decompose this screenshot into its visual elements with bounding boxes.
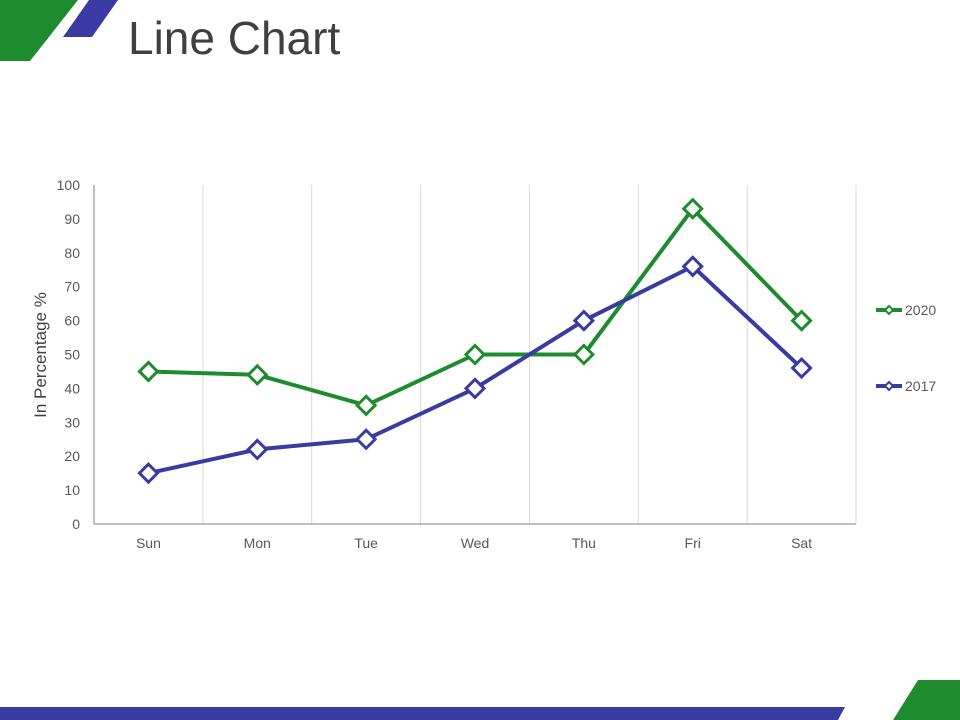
top-left-blue-stripe [63,0,118,37]
series-line [148,264,803,476]
y-tick-label: 50 [64,347,80,363]
y-tick-label: 100 [57,177,81,193]
legend-label: 2020 [905,302,936,318]
series-2017 [137,255,813,485]
y-axis-label: In Percentage % [31,292,50,418]
y-tick-label: 30 [64,414,80,430]
legend-marker [883,304,895,316]
data-point-marker [355,428,378,451]
y-tick-label: 60 [64,313,80,329]
legend: 2020 2017 [876,302,936,394]
series-2020 [137,197,813,417]
series-layer [137,197,813,485]
data-point-marker [681,255,704,278]
legend-item: 2017 [876,378,936,394]
y-tick-label: 70 [64,279,80,295]
x-tick-label: Mon [244,535,271,551]
x-tick-label: Fri [685,535,701,551]
bottom-blue-band [0,707,845,720]
y-tick-label: 40 [64,380,80,396]
legend-item: 2020 [876,302,936,318]
y-tick-label: 10 [64,482,80,498]
data-point-marker [463,377,487,400]
data-point-marker [572,343,595,366]
bottom-right-green-stripe [893,680,960,720]
y-tick-label: 80 [64,245,80,261]
grid-layer [202,185,857,524]
legend-label: 2017 [905,378,936,394]
data-point-marker [463,343,487,366]
y-tick-label: 20 [64,448,80,464]
data-point-marker [137,360,160,383]
x-tick-label: Wed [461,535,490,551]
data-point-marker [790,356,813,380]
series-line [148,206,804,408]
x-tick-label: Sat [791,535,812,551]
data-point-marker [246,438,269,461]
legend-marker [883,380,895,392]
data-point-marker [355,394,378,417]
slide-title: Line Chart [128,12,341,64]
x-tick-label: Tue [354,535,378,551]
x-tick-labels: Sun Mon Tue Wed Thu Fri Sat [136,535,812,551]
y-tick-label: 90 [64,211,80,227]
data-point-marker [790,309,813,332]
axis-layer [93,185,856,525]
y-tick-label: 0 [72,516,80,532]
x-tick-label: Thu [572,535,596,551]
data-point-marker [137,462,160,485]
y-tick-labels: 0 10 20 30 40 50 60 70 80 90 100 [57,177,81,532]
data-point-marker [572,309,595,332]
data-point-marker [246,363,269,386]
x-tick-label: Sun [136,535,161,551]
top-left-green-stripe [0,0,78,61]
data-point-marker [681,197,704,220]
